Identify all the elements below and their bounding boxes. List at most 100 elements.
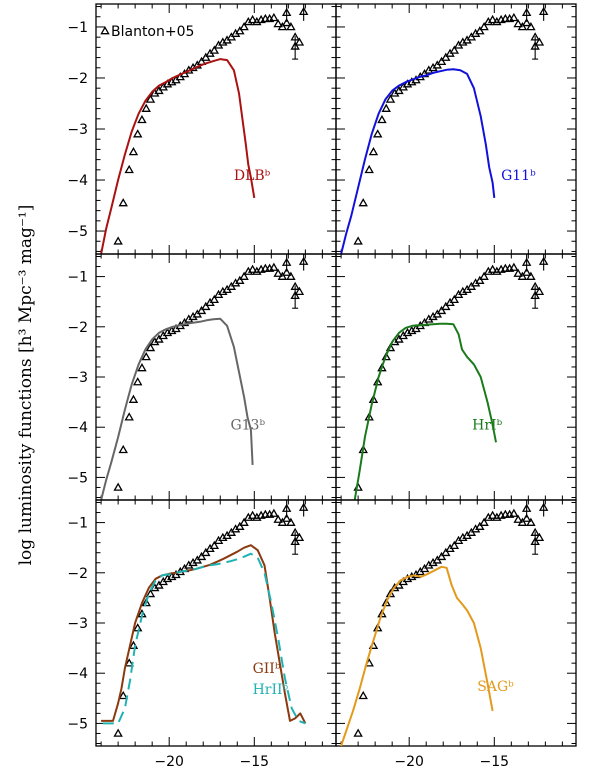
obs-point: [353, 728, 363, 737]
model-curves: [100, 317, 254, 500]
obs-point: [521, 513, 532, 522]
obs-point: [449, 540, 460, 550]
y-tick-label: −2: [67, 566, 88, 582]
obs-point: [479, 517, 489, 526]
model-curves: [353, 322, 497, 500]
model-curves: [100, 58, 256, 254]
obs-point: [113, 236, 123, 245]
obs-point: [239, 271, 249, 280]
obs-point: [286, 271, 296, 280]
obs-point: [196, 305, 207, 315]
obs-point: [385, 588, 396, 598]
obs-point: [487, 510, 498, 519]
obs-point: [436, 551, 447, 561]
panel-2: G11ᵇ: [335, 3, 577, 255]
y-tick-label: −4: [67, 666, 88, 682]
y-tick-label: −4: [67, 173, 88, 189]
obs-point: [449, 294, 460, 304]
y-axis-label: log luminosity functions [h³ Mpc⁻³ mag⁻¹…: [16, 205, 36, 566]
obs-point: [534, 532, 545, 542]
obs-point: [479, 271, 489, 280]
obs-point: [128, 147, 139, 156]
obs-point: [368, 394, 379, 403]
obs-point: [487, 14, 498, 24]
obs-point: [475, 521, 485, 530]
obs-point: [372, 623, 383, 632]
obs-point: [509, 508, 519, 517]
model-label: GIIᵇ: [253, 661, 281, 677]
obs-point: [479, 22, 489, 31]
y-tick-label: −3: [67, 370, 88, 386]
obs-point: [145, 342, 156, 352]
model-curves: [101, 544, 307, 725]
x-tick-label: −15: [480, 754, 510, 770]
obs-point: [201, 301, 211, 311]
obs-point: [124, 164, 134, 174]
obs-point: [377, 609, 387, 618]
obs-point: [372, 377, 383, 386]
panel-4: HrIᵇ: [335, 253, 577, 501]
y-tick-label: −5: [67, 224, 88, 240]
x-tick-label: −20: [154, 754, 184, 770]
obs-point: [235, 26, 245, 35]
obs-point: [273, 514, 283, 523]
obs-point: [381, 103, 391, 112]
model-label: DLBᵇ: [234, 168, 271, 184]
obs-point: [441, 301, 451, 311]
obs-point: [277, 517, 288, 526]
obs-point: [526, 517, 536, 526]
obs-point: [281, 267, 292, 276]
obs-point: [273, 18, 283, 28]
obs-point: [385, 94, 396, 103]
obs-point: [517, 517, 528, 526]
obs-point: [513, 514, 523, 523]
obs-point: [239, 517, 249, 526]
obs-point: [475, 26, 485, 35]
model-label: G13ᵇ: [230, 418, 265, 434]
series-line: [100, 317, 254, 500]
panel-grid: −5 −4 −3 −2 −1 DLBᵇ Blanton+05 G11ᵇ −5 −4 −3 −2 −1 G1…: [67, 3, 577, 770]
obs-point: [141, 103, 151, 112]
obs-point: [286, 22, 296, 31]
obs-point: [247, 14, 258, 24]
obs-point: [526, 22, 536, 31]
obs-point: [209, 45, 220, 54]
obs-point: [372, 129, 383, 138]
model-curves: [340, 68, 496, 254]
obs-point: [113, 482, 123, 491]
model-label: SAGᵇ: [477, 679, 514, 695]
obs-point: [118, 198, 128, 207]
obs-point: [526, 271, 536, 280]
observation-points: [113, 254, 309, 491]
obs-point: [239, 22, 249, 31]
legend: Blanton+05: [100, 24, 194, 40]
obs-point: [449, 45, 460, 54]
obs-point: [521, 267, 532, 276]
observation-points: [353, 500, 549, 737]
obs-point: [517, 271, 528, 280]
obs-point: [513, 268, 523, 277]
obs-point: [521, 17, 532, 27]
obs-point: [358, 690, 368, 700]
legend-label: Blanton+05: [111, 24, 194, 40]
obs-point: [269, 262, 279, 271]
obs-point: [209, 540, 220, 550]
model-label: HrIᵇ: [472, 418, 502, 434]
y-tick-label: −2: [67, 71, 88, 87]
panel-frame: [95, 253, 337, 501]
observation-points: [113, 500, 309, 737]
obs-point: [509, 262, 519, 271]
model-label: G11ᵇ: [501, 168, 536, 184]
obs-point: [377, 363, 387, 372]
y-tick-label: −4: [67, 420, 88, 436]
obs-point: [196, 551, 207, 561]
obs-point: [118, 690, 128, 700]
obs-point: [209, 294, 220, 304]
obs-point: [281, 513, 292, 522]
obs-point: [137, 114, 147, 124]
obs-point: [145, 94, 156, 103]
panel-5: −5 −4 −3 −2 −1 −20 −15 GIIᵇ HrIIᵇ: [67, 499, 337, 770]
legend-marker: [100, 26, 110, 35]
model-curves: [340, 565, 494, 746]
series-line: [102, 552, 306, 725]
